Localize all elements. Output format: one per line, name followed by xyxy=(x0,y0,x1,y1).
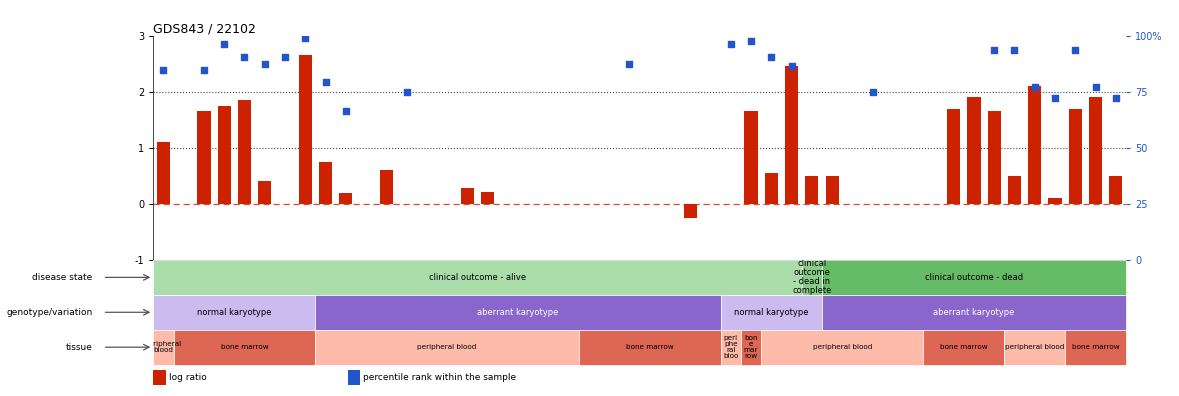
Point xyxy=(215,41,233,47)
Text: peripheral blood: peripheral blood xyxy=(1005,344,1065,350)
Bar xyxy=(744,111,758,204)
Text: aberrant karyotype: aberrant karyotype xyxy=(477,308,559,317)
Bar xyxy=(298,55,311,204)
Bar xyxy=(316,295,720,330)
Point xyxy=(316,78,335,85)
Bar xyxy=(802,260,822,295)
Bar xyxy=(740,330,762,365)
Bar xyxy=(822,260,1126,295)
Bar xyxy=(1048,198,1061,204)
Text: genotype/variation: genotype/variation xyxy=(6,308,92,317)
Point xyxy=(154,67,173,74)
Bar xyxy=(218,106,231,204)
Bar xyxy=(320,162,332,204)
Text: log ratio: log ratio xyxy=(169,373,206,382)
Text: bon
e
mar
row: bon e mar row xyxy=(744,335,758,359)
Bar xyxy=(238,100,251,204)
Bar xyxy=(340,193,353,204)
Point xyxy=(722,41,740,47)
Point xyxy=(336,108,355,114)
Bar xyxy=(1028,86,1041,204)
Bar xyxy=(1008,176,1021,204)
Bar xyxy=(1065,330,1126,365)
Point xyxy=(863,89,882,95)
Bar xyxy=(988,111,1001,204)
Bar xyxy=(720,330,740,365)
Point xyxy=(782,63,801,70)
Bar xyxy=(805,176,818,204)
Bar xyxy=(173,330,316,365)
Bar xyxy=(684,204,697,218)
Point xyxy=(620,61,639,67)
Text: aberrant karyotype: aberrant karyotype xyxy=(934,308,1015,317)
Point xyxy=(256,61,275,67)
Point xyxy=(1026,84,1045,90)
Point xyxy=(1066,46,1085,53)
Text: peripheral blood: peripheral blood xyxy=(417,344,476,350)
Bar xyxy=(157,142,170,204)
Bar xyxy=(348,370,361,385)
Bar xyxy=(1005,330,1065,365)
Bar xyxy=(1089,97,1102,204)
Bar xyxy=(153,370,166,385)
Point xyxy=(1086,84,1105,90)
Point xyxy=(1106,95,1125,102)
Point xyxy=(195,67,213,74)
Text: bone marrow: bone marrow xyxy=(940,344,988,350)
Point xyxy=(1046,95,1065,102)
Bar xyxy=(1109,176,1122,204)
Bar xyxy=(1068,109,1082,204)
Bar xyxy=(947,109,960,204)
Point xyxy=(235,54,253,60)
Text: normal karyotype: normal karyotype xyxy=(197,308,271,317)
Bar xyxy=(153,260,802,295)
Bar xyxy=(197,111,211,204)
Text: peri
phe
ral
bloo: peri phe ral bloo xyxy=(723,335,738,359)
Text: bone marrow: bone marrow xyxy=(220,344,269,350)
Bar xyxy=(762,330,923,365)
Text: clinical outcome - dead: clinical outcome - dead xyxy=(924,273,1023,282)
Text: clinical
outcome
- dead in
complete: clinical outcome - dead in complete xyxy=(792,259,831,295)
Text: normal karyotype: normal karyotype xyxy=(735,308,809,317)
Bar xyxy=(720,295,822,330)
Bar xyxy=(153,330,173,365)
Text: tissue: tissue xyxy=(66,343,92,352)
Bar xyxy=(579,330,720,365)
Bar xyxy=(825,176,838,204)
Point xyxy=(276,54,295,60)
Point xyxy=(742,38,760,44)
Point xyxy=(397,89,416,95)
Text: bone marrow: bone marrow xyxy=(1072,344,1119,350)
Bar xyxy=(258,181,271,204)
Point xyxy=(296,35,315,42)
Text: percentile rank within the sample: percentile rank within the sample xyxy=(363,373,516,382)
Text: peripheral blood: peripheral blood xyxy=(812,344,872,350)
Text: clinical outcome - alive: clinical outcome - alive xyxy=(429,273,526,282)
Text: disease state: disease state xyxy=(32,273,92,282)
Bar xyxy=(461,188,474,204)
Bar xyxy=(316,330,579,365)
Bar xyxy=(785,67,798,204)
Bar xyxy=(380,170,393,204)
Point xyxy=(762,54,780,60)
Bar xyxy=(153,295,316,330)
Bar xyxy=(481,192,494,204)
Point xyxy=(1005,46,1023,53)
Point xyxy=(984,46,1003,53)
Text: bone marrow: bone marrow xyxy=(626,344,673,350)
Text: GDS843 / 22102: GDS843 / 22102 xyxy=(153,23,256,36)
Bar xyxy=(822,295,1126,330)
Bar xyxy=(923,330,1005,365)
Bar xyxy=(765,173,778,204)
Text: peripheral
blood: peripheral blood xyxy=(145,341,182,353)
Bar xyxy=(968,97,981,204)
